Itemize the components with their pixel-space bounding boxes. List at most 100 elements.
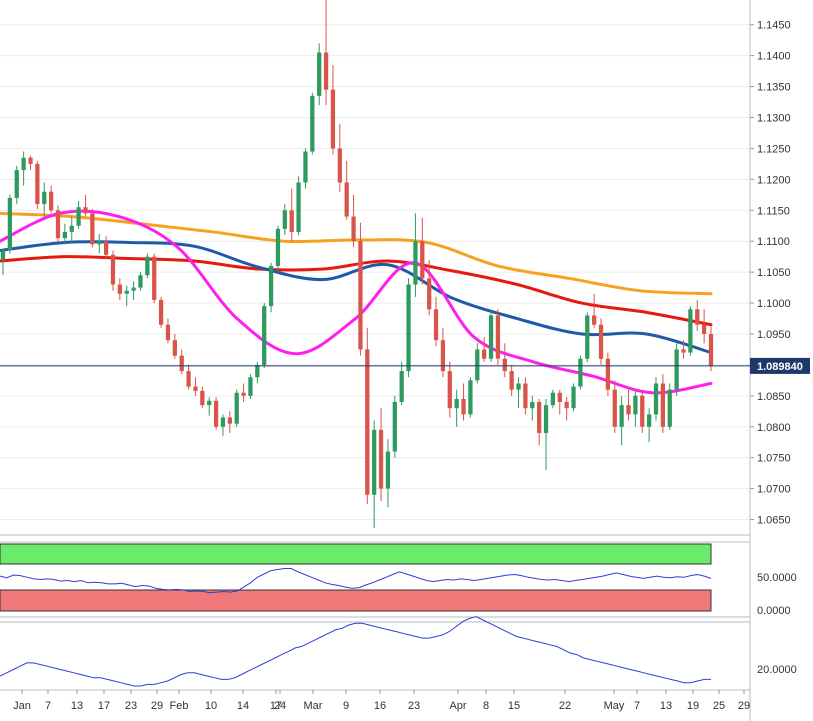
- candle-body: [268, 265, 274, 307]
- candle-body: [21, 157, 26, 171]
- date-tick-label: 7: [634, 700, 640, 712]
- candle-body: [42, 191, 47, 205]
- price-axis: 1.1450 1.1400 1.1350 1.1300 1.1250 1.1200 1.11…: [0, 0, 791, 721]
- candle-body: [145, 256, 150, 276]
- candle-body: [90, 213, 95, 245]
- candle-body: [454, 398, 459, 409]
- price-tick-label: 1.1000: [757, 298, 791, 310]
- candle-body: [131, 287, 136, 291]
- candle-body: [69, 225, 74, 232]
- candle-body: [495, 315, 501, 359]
- candle-body: [35, 163, 40, 205]
- current-price-tag: 1.089840: [750, 357, 810, 374]
- date-tick-label: 23: [125, 700, 137, 712]
- date-tick-label: 17: [98, 700, 110, 712]
- candle-body: [612, 389, 617, 427]
- date-tick-label: 10: [205, 700, 217, 712]
- candle-body: [337, 148, 342, 183]
- candle-body: [152, 256, 157, 300]
- price-tick-label: 1.1250: [757, 143, 791, 155]
- candle-body: [701, 324, 707, 334]
- candle-body: [564, 402, 569, 409]
- candle-body: [186, 371, 191, 387]
- price-tick-label: 1.0650: [757, 515, 791, 527]
- ma-red-line: [0, 255, 713, 327]
- candle-body: [310, 95, 315, 152]
- candle-body: [440, 340, 446, 372]
- date-tick-label: 7: [45, 700, 51, 712]
- candle-body: [330, 89, 336, 149]
- candle-body: [138, 275, 143, 288]
- candle-body: [420, 241, 425, 279]
- candle-body: [392, 402, 397, 452]
- candle-body: [103, 241, 109, 255]
- candle-body: [674, 349, 679, 390]
- candlesticks: [0, 0, 714, 529]
- candle-body: [227, 417, 232, 424]
- oscillator-axis: 50.0000 0.0000: [757, 572, 797, 617]
- current-price-tag-bg: [750, 357, 810, 374]
- date-tick-label: May: [604, 700, 625, 712]
- date-tick-label: 9: [343, 700, 349, 712]
- candle-body: [97, 241, 102, 245]
- candle-body: [626, 405, 631, 415]
- price-tick-label: 1.1400: [757, 51, 791, 63]
- candle-body: [378, 429, 384, 489]
- price-tick-label: 1.1350: [757, 82, 791, 94]
- candle-body: [667, 389, 672, 427]
- candle-body: [433, 309, 439, 341]
- candle-body: [220, 417, 226, 427]
- price-tick-label: 1.1150: [757, 205, 790, 217]
- candle-body: [660, 383, 666, 427]
- candle-body: [200, 390, 205, 406]
- date-tick-label: 23: [408, 700, 420, 712]
- candle-body: [385, 451, 391, 489]
- date-tick-label: 25: [713, 700, 725, 712]
- candle-body: [653, 383, 659, 415]
- date-tick-label: 13: [71, 700, 83, 712]
- price-tick-label: 1.0950: [757, 329, 791, 341]
- oscillator-lower-band: [0, 589, 712, 612]
- candle-body: [543, 405, 549, 433]
- candle-body: [117, 284, 122, 294]
- candle-body: [695, 309, 700, 325]
- candle-body: [124, 290, 129, 294]
- candle-body: [241, 392, 246, 396]
- candle-body: [213, 400, 219, 427]
- date-tick-label: Jan: [13, 700, 31, 712]
- ma-magenta-line: [0, 209, 713, 395]
- candle-body: [578, 358, 583, 387]
- date-tick-label: 24: [274, 700, 286, 712]
- candle-body: [406, 284, 411, 372]
- adx-tick-label: 20.0000: [757, 664, 797, 676]
- date-tick-label: 19: [687, 700, 699, 712]
- price-tick-label: 1.1300: [757, 113, 791, 125]
- candle-body: [55, 210, 61, 239]
- candle-body: [585, 315, 590, 359]
- candle-body: [296, 182, 301, 232]
- candle-body: [688, 309, 693, 353]
- candle-body: [303, 151, 308, 183]
- candle-body: [365, 349, 370, 495]
- date-tick-label: 14: [237, 700, 249, 712]
- candle-body: [351, 216, 356, 242]
- adx-line: [0, 616, 711, 687]
- current-price-tag-label: 1.089840: [757, 361, 803, 373]
- candle-body: [482, 349, 487, 359]
- date-tick-label: 17: [270, 700, 282, 712]
- candle-body: [633, 395, 638, 415]
- candle-body: [468, 380, 473, 415]
- candle-body: [509, 371, 514, 390]
- candle-body: [619, 405, 624, 427]
- candle-body: [399, 371, 404, 403]
- candle-body: [640, 395, 645, 427]
- candle-body: [647, 414, 652, 427]
- date-tick-label: Feb: [170, 700, 189, 712]
- oscillator-grid: [0, 541, 750, 618]
- candle-body: [110, 254, 116, 285]
- date-tick-label: 29: [151, 700, 163, 712]
- candle-body: [523, 383, 528, 409]
- candle-body: [14, 170, 19, 198]
- date-axis: Jan 7 13 17 23 29 Feb 10 24 Mar 9 16 23 Apr 8 15 22 May 7 1…: [13, 690, 750, 712]
- candle-body: [262, 306, 267, 365]
